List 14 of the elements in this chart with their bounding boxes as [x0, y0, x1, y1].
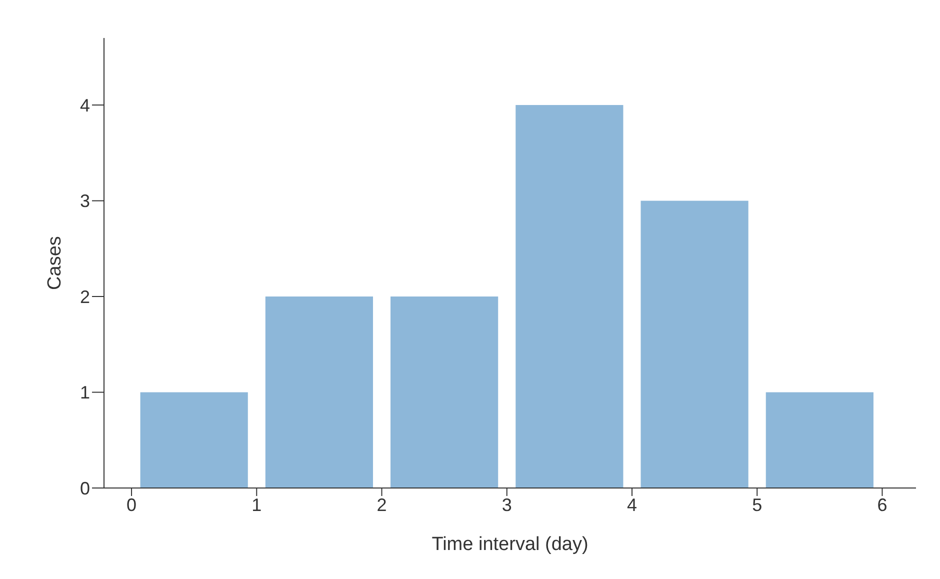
y-tick-label: 2	[80, 286, 90, 307]
x-tick-label: 0	[126, 494, 137, 515]
y-tick-label: 4	[80, 95, 90, 116]
x-tick-label: 5	[752, 494, 762, 515]
x-tick-label: 2	[376, 494, 387, 515]
x-tick-label: 3	[502, 494, 512, 515]
y-tick-label: 1	[80, 382, 90, 403]
y-tick-label: 3	[80, 191, 90, 212]
y-tick-label: 0	[80, 478, 90, 498]
x-tick-label: 1	[252, 494, 262, 515]
y-axis-title: Cases	[44, 236, 66, 290]
x-tick-label: 4	[626, 494, 637, 515]
x-axis-title: Time interval (day)	[432, 534, 588, 555]
x-tick-label: 6	[877, 494, 888, 515]
